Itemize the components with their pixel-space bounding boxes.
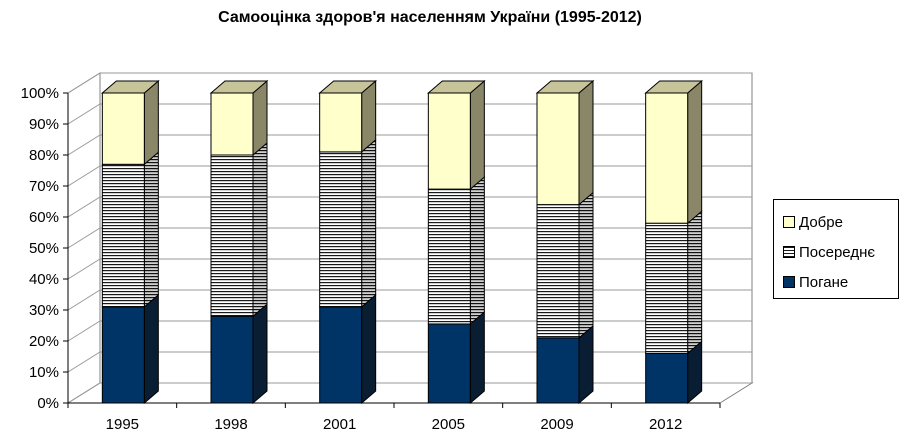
bar-Посереднє-2005 [427, 188, 471, 325]
bar-stack-1998 [209, 79, 269, 405]
legend-item: Посереднє [783, 243, 876, 261]
bar-side-Добре [469, 79, 485, 191]
bar-Погане-2005 [427, 323, 471, 404]
gridline [67, 351, 752, 373]
bars [100, 79, 704, 405]
gridline [67, 382, 752, 404]
x-tick-label: 2009 [540, 416, 573, 433]
bar-stack-1995 [100, 79, 160, 405]
bar-side-Посереднє [361, 138, 377, 308]
y-tick-label: 0% [37, 395, 59, 412]
bar-Посереднє-2001 [319, 151, 363, 308]
x-tick-label: 2012 [649, 416, 682, 433]
bar-Добре-2012 [645, 92, 689, 224]
bar-stack-2001 [318, 79, 378, 405]
legend-item: Погане [783, 273, 849, 291]
bar-top [209, 80, 269, 94]
bar-side-Посереднє [687, 210, 703, 355]
bar-Посереднє-1998 [210, 154, 254, 317]
gridline [67, 134, 752, 156]
y-axis-labels: 0% 10% 20% 30% 40% 50% 60% 70% 80% 90% 100% [21, 85, 59, 412]
y-tick-label: 40% [29, 271, 59, 288]
x-axis-labels: 1995 1998 2001 2005 2009 2012 [106, 416, 683, 433]
legend-swatch [783, 276, 795, 288]
y-tick-label: 60% [29, 209, 59, 226]
bar-side-Погане [361, 293, 377, 405]
y-tick-label: 30% [29, 302, 59, 319]
bar-side-Посереднє [252, 141, 268, 318]
x-tick-label: 2001 [323, 416, 356, 433]
gridline [67, 227, 752, 249]
chart-title: Самооцінка здоров'я населенням України (… [218, 9, 642, 26]
bar-top [535, 80, 595, 94]
y-tick-label: 70% [29, 178, 59, 195]
bar-stack-2012 [644, 79, 704, 405]
y-tick-label: 90% [29, 116, 59, 133]
bar-top [318, 80, 378, 94]
axes [63, 92, 721, 408]
bar-side-Добре [252, 79, 268, 157]
gridline [67, 258, 752, 280]
gridline [67, 196, 752, 218]
legend-swatch [783, 216, 795, 228]
bar-Погане-2012 [645, 352, 689, 404]
bar-side-Погане [143, 293, 159, 405]
bar-Погане-2009 [536, 337, 580, 404]
bar-side-Погане [252, 303, 268, 405]
y-tick-label: 10% [29, 364, 59, 381]
bar-side-Погане [469, 310, 485, 405]
bar-top [644, 80, 704, 94]
y-tick-label: 20% [29, 333, 59, 350]
gridline [67, 103, 752, 125]
bar-Добре-2005 [427, 92, 471, 190]
gridlines [67, 72, 752, 404]
bar-side-Погане [578, 324, 594, 405]
bar-Добре-1998 [210, 92, 254, 156]
y-tick-label: 80% [29, 147, 59, 164]
bar-top [426, 80, 486, 94]
legend: Добре Посереднє Погане [773, 199, 899, 299]
x-tick-label: 1998 [214, 416, 247, 433]
bar-side-Добре [578, 79, 594, 206]
bar-top [100, 80, 160, 94]
bar-side-Посереднє [578, 191, 594, 339]
bar-side-Добре [143, 79, 159, 166]
bar-side-Добре [687, 79, 703, 225]
x-tick-label: 1995 [106, 416, 139, 433]
x-tick-label: 2005 [432, 416, 465, 433]
bar-Погане-2001 [319, 306, 363, 404]
gridline [67, 320, 752, 342]
gridline [67, 289, 752, 311]
y-tick-label: 50% [29, 240, 59, 257]
bar-Добре-2009 [536, 92, 580, 206]
bar-side-Посереднє [143, 151, 159, 308]
legend-item: Добре [783, 213, 843, 231]
bar-Посереднє-1995 [101, 163, 145, 308]
y-tick-label: 100% [21, 85, 59, 102]
bar-Погане-1995 [101, 306, 145, 404]
bar-Добре-2001 [319, 92, 363, 153]
bar-side-Посереднє [469, 176, 485, 326]
legend-swatch [783, 246, 795, 258]
legend-label: Погане [799, 273, 849, 291]
gridline [67, 72, 752, 94]
bar-Посереднє-2009 [536, 204, 580, 339]
bar-Добре-1995 [101, 92, 145, 165]
gridline [67, 165, 752, 187]
legend-label: Посереднє [799, 243, 876, 261]
bar-stack-2009 [535, 79, 595, 405]
legend-label: Добре [799, 213, 843, 231]
bar-Погане-1998 [210, 315, 254, 404]
bar-Посереднє-2012 [645, 222, 689, 354]
bar-stack-2005 [426, 79, 486, 405]
